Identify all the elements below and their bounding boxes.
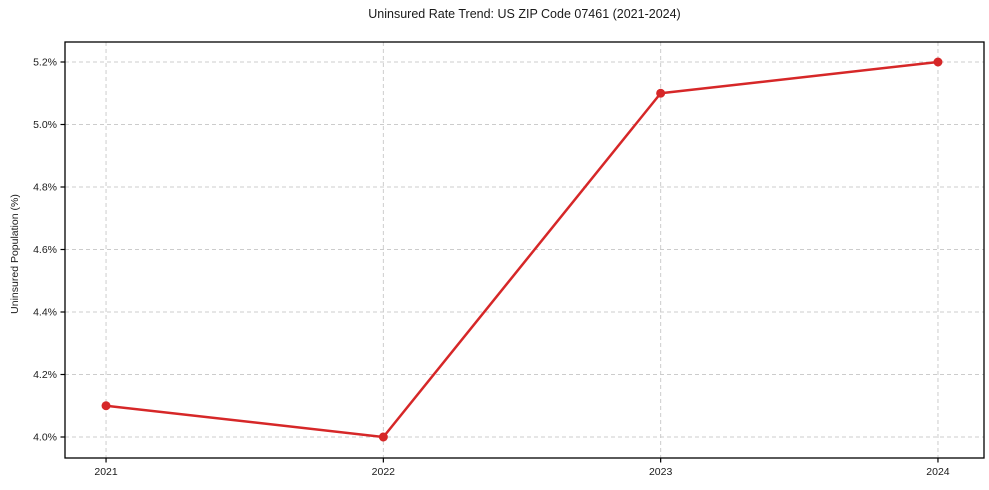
y-tick-label: 4.8% [33, 182, 57, 194]
x-tick-label: 2024 [926, 466, 950, 478]
y-tick-label: 4.4% [33, 307, 57, 319]
x-tick-label: 2023 [649, 466, 673, 478]
y-tick-label: 5.0% [33, 119, 57, 131]
chart-title: Uninsured Rate Trend: US ZIP Code 07461 … [368, 7, 681, 21]
trend-line [104, 60, 940, 439]
y-tick-label: 4.2% [33, 369, 57, 381]
data-point-marker [378, 432, 388, 442]
data-point-marker [933, 57, 943, 67]
y-tick-label: 4.0% [33, 432, 57, 444]
plot-border [64, 41, 985, 459]
y-tick-label: 5.2% [33, 57, 57, 69]
data-point-marker [656, 88, 666, 98]
data-point-marker [101, 401, 111, 411]
y-tick-label: 4.6% [33, 244, 57, 256]
x-tick-label: 2022 [372, 466, 396, 478]
x-tick-label: 2021 [94, 466, 118, 478]
